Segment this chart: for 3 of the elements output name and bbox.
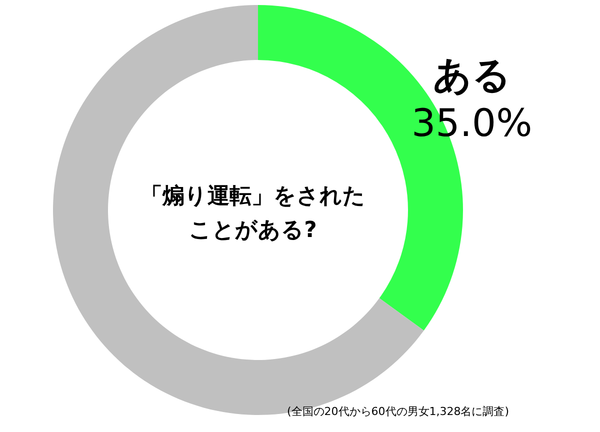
slice-label: ある	[432, 53, 511, 98]
text: (全国の20代から60代の男女1,328名に調査)	[286, 405, 510, 418]
text: 「煽り運転」をされたことがある?	[140, 183, 366, 245]
